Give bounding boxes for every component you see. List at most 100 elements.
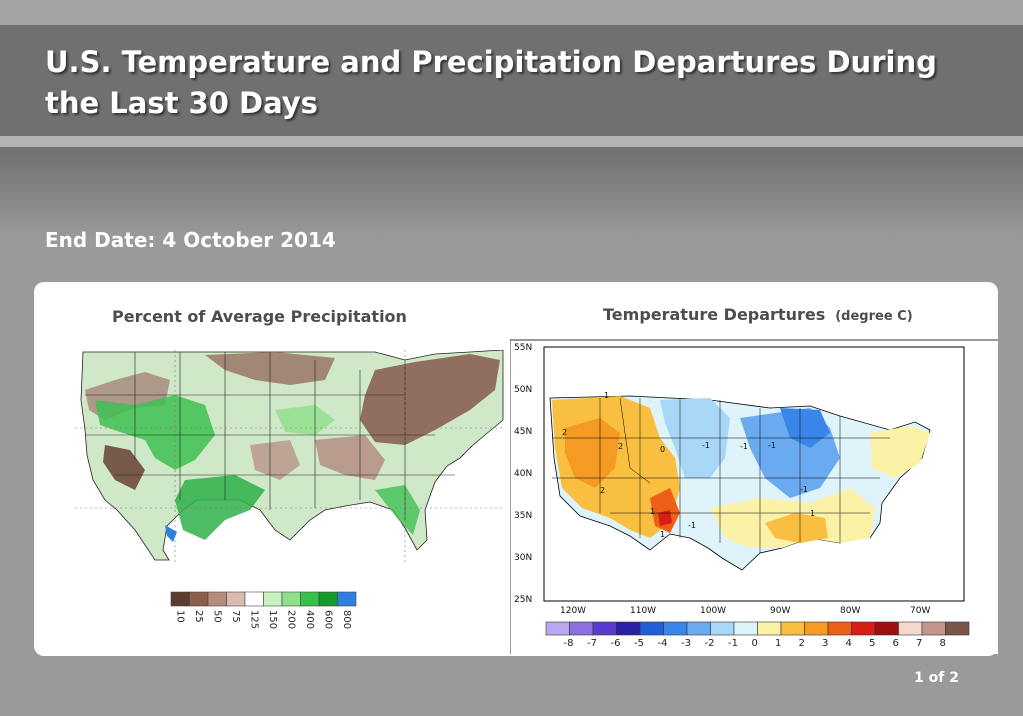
- precip-scale-label: 50: [211, 610, 222, 623]
- temp-contour-label: -1: [800, 485, 808, 494]
- temp-scale-label: 2: [799, 638, 805, 649]
- temp-map-unit: (degree C): [835, 309, 913, 324]
- temp-lat-label: 50N: [514, 385, 532, 395]
- temp-contour-label: 1: [810, 509, 815, 518]
- temp-contour-label: -1: [740, 442, 748, 451]
- precip-scale-label: 150: [267, 610, 278, 629]
- temp-scale-swatch: [616, 621, 641, 636]
- temp-contour-label: -1: [688, 521, 696, 530]
- temp-scale-label: 4: [846, 638, 852, 649]
- temp-scale-label: -3: [681, 638, 691, 649]
- temp-lon-label: 80W: [840, 606, 860, 616]
- precip-scale-label: 125: [248, 610, 259, 629]
- title-divider: [0, 136, 1023, 147]
- end-date-subtitle: End Date: 4 October 2014: [45, 228, 336, 252]
- precip-scale-label: 25: [193, 610, 204, 623]
- precip-scale-swatch: [207, 591, 227, 607]
- temp-scale-swatch: [898, 621, 923, 636]
- header-shade: [0, 147, 1023, 237]
- temp-lon-label: 110W: [630, 606, 656, 616]
- top-strip: [0, 0, 1023, 25]
- temp-scale-swatch: [710, 621, 735, 636]
- temp-scale-swatch: [569, 621, 594, 636]
- temp-scale-swatch: [945, 621, 970, 636]
- temp-scale-label: -4: [658, 638, 668, 649]
- temp-contour-label: -1: [702, 441, 710, 450]
- temp-scale-label: -8: [564, 638, 574, 649]
- temp-contour-label: 2: [600, 486, 605, 495]
- temp-contour-label: 1: [660, 530, 665, 539]
- temp-scale-swatch: [545, 621, 570, 636]
- temp-map: 1 2 2 0 -1 -1 -1 2 -1 1 1 1 -1 55N 50N 45N 40N 35N 30N 25N…: [510, 338, 998, 654]
- temp-contour-label: -1: [768, 441, 776, 450]
- temp-lon-labels: 120W 110W 100W 90W 80W 70W: [560, 606, 930, 616]
- precip-scale-swatch: [244, 591, 264, 607]
- precip-scale-swatch: [300, 591, 320, 607]
- title-band: [0, 25, 1023, 136]
- precip-scale-label: 10: [174, 610, 185, 623]
- precip-scale-swatch: [226, 591, 246, 607]
- temp-map-title-text: Temperature Departures: [603, 305, 826, 324]
- slide-title: U.S. Temperature and Precipitation Depar…: [45, 45, 937, 120]
- precip-scale-swatch: [170, 591, 190, 607]
- temp-lat-labels: 55N 50N 45N 40N 35N 30N 25N: [514, 343, 532, 605]
- precip-scale-swatch: [263, 591, 283, 607]
- temp-scale-swatch: [733, 621, 758, 636]
- temp-color-scale: -8 -7 -6 -5 -4 -3 -2 -1 0 1 2 3 4 5 6 7 8: [545, 621, 970, 649]
- precip-scale-label: 400: [304, 610, 315, 629]
- precip-scale-swatch: [337, 591, 357, 607]
- temp-scale-swatch: [639, 621, 664, 636]
- precip-scale-label: 200: [285, 610, 296, 629]
- temp-lat-label: 40N: [514, 469, 532, 479]
- precip-scale-swatch: [318, 591, 338, 607]
- temp-scale-swatch: [592, 621, 617, 636]
- temp-contour-label: 1: [650, 507, 655, 516]
- precip-scale-swatch: [189, 591, 209, 607]
- temp-lon-label: 120W: [560, 606, 586, 616]
- precip-scale-label: 75: [230, 610, 241, 623]
- precip-color-scale: 10 25 50 75 125 150 200 400 600 800: [170, 591, 357, 629]
- temp-scale-swatch: [804, 621, 829, 636]
- temp-map-title: Temperature Departures (degree C): [603, 305, 913, 324]
- temp-scale-swatch: [686, 621, 711, 636]
- temp-scale-swatch: [921, 621, 946, 636]
- temp-scale-label: 7: [916, 638, 922, 649]
- temp-contour-label: 2: [562, 428, 567, 437]
- temp-lon-label: 100W: [700, 606, 726, 616]
- temp-scale-label: 3: [822, 638, 828, 649]
- precip-map: [75, 350, 505, 565]
- temp-lon-label: 90W: [770, 606, 790, 616]
- precip-map-title: Percent of Average Precipitation: [112, 307, 407, 326]
- temp-lat-label: 25N: [514, 595, 532, 605]
- content-panel: Percent of Average Precipitation: [34, 282, 998, 656]
- temp-scale-label: -2: [705, 638, 715, 649]
- precip-scale-swatch: [281, 591, 301, 607]
- precip-scale-labels: 10 25 50 75 125 150 200 400 600 800: [174, 610, 352, 629]
- temp-lon-label: 70W: [910, 606, 930, 616]
- temp-contour-labels: 1 2 2 0 -1 -1 -1 2 -1 1 1 1 -1: [562, 391, 815, 539]
- temp-contour-label: 1: [604, 391, 609, 400]
- precip-scale-label: 600: [322, 610, 333, 629]
- temp-lat-label: 45N: [514, 427, 532, 437]
- temp-contour-label: 0: [660, 445, 665, 454]
- temp-scale-label: -7: [587, 638, 597, 649]
- temp-scale-label: 5: [869, 638, 875, 649]
- temp-scale-swatch: [851, 621, 876, 636]
- temp-scale-label: 1: [775, 638, 781, 649]
- temp-scale-label: -6: [611, 638, 621, 649]
- temp-scale-swatch: [827, 621, 852, 636]
- temp-scale-label: 8: [940, 638, 946, 649]
- precip-scale-label: 800: [341, 610, 352, 629]
- temp-scale-swatch: [757, 621, 782, 636]
- precip-scale-swatches: [170, 591, 357, 607]
- temp-lat-label: 35N: [514, 511, 532, 521]
- temp-scale-swatch: [780, 621, 805, 636]
- page-indicator: 1 of 2: [914, 670, 959, 686]
- temp-scale-label: 6: [893, 638, 899, 649]
- temp-scale-swatch: [874, 621, 899, 636]
- temp-scale-swatch: [663, 621, 688, 636]
- temp-contour-label: 2: [618, 442, 623, 451]
- temp-lat-label: 30N: [514, 553, 532, 563]
- temp-lat-label: 55N: [514, 343, 532, 353]
- temp-scale-label: -1: [728, 638, 738, 649]
